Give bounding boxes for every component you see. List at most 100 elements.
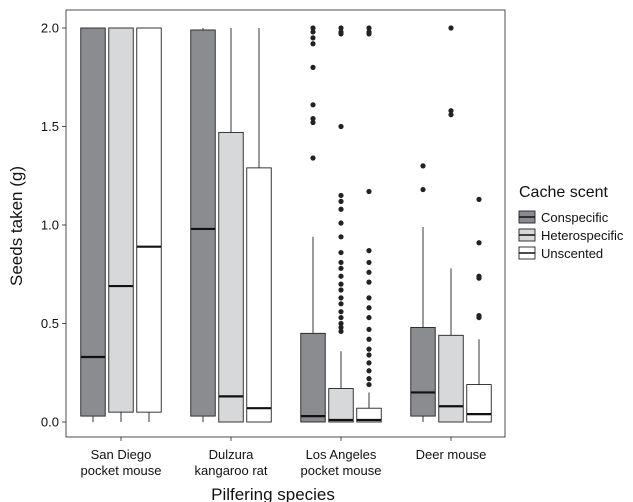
outlier-point [476,313,482,319]
outlier-point [420,186,426,193]
box-iqr [190,29,216,417]
outlier-point [448,108,454,114]
outlier-point [476,240,482,246]
outlier-point [310,155,316,161]
outlier-point [338,309,344,315]
outlier-point [338,249,344,256]
outlier-point [366,326,372,333]
x-tick-label-line: pocket mouse [81,463,162,478]
y-tick-label: 1.0 [41,218,59,233]
x-tick-label-line: kangaroo rat [195,463,268,478]
outlier-point [338,295,344,301]
box-unscented [136,27,162,422]
legend: Cache scent Conspecific Heterospecific Uns… [518,184,624,261]
outlier-point [366,368,372,374]
x-tick-label: Deer mouse [416,447,487,462]
outlier-point [448,25,454,31]
box-iqr [246,167,272,423]
outlier-point [366,346,372,352]
outlier-point [310,119,316,126]
outlier-point [420,163,426,169]
outlier-point [338,220,344,226]
outlier-point [476,196,482,202]
outlier-point [338,273,344,279]
outlier-point [366,360,372,366]
box-conspecific [190,28,216,422]
box-unscented [466,196,492,423]
box-iqr [218,131,244,423]
outlier-point [448,112,454,118]
outlier-point [366,352,372,358]
outlier-point [366,279,372,285]
y-tick-label: 2.0 [41,21,59,36]
outlier-point [476,273,482,279]
box-conspecific [410,163,436,422]
outlier-point [366,188,372,195]
y-tick-label: 0.5 [41,316,59,331]
outlier-point [338,25,344,31]
x-tick-label: Dulzura kangaroo rat [195,447,268,478]
outlier-point [338,259,344,266]
x-tick-label: San Diego pocket mouse [81,447,162,478]
outlier-point [338,287,344,293]
y-tick-label: 1.5 [41,119,59,134]
x-tick-label: Los Angeles pocket mouse [301,447,382,478]
x-tick-label-line: Dulzura [209,447,255,462]
box-iqr [136,27,162,413]
outlier-point [310,35,316,41]
y-tick-label: 0.0 [41,415,59,430]
box-conspecific [300,25,326,423]
outlier-point [366,314,372,321]
outlier-point [366,336,372,342]
box-heterospecific [328,25,354,423]
outlier-point [338,314,344,321]
box-iqr [300,332,326,423]
outlier-point [338,123,344,130]
outlier-point [338,234,344,240]
box-conspecific [80,27,106,422]
box-heterospecific [438,25,464,423]
box-iqr [438,334,464,423]
outlier-point [338,206,344,212]
outlier-point [366,259,372,266]
outlier-point [310,64,316,70]
outlier-point [366,269,372,275]
x-tick-label-line: Los Angeles [306,447,377,462]
x-tick-label-line: pocket mouse [301,463,382,478]
legend-title: Cache scent [519,184,608,201]
x-axis-title: Pilfering species [211,485,335,502]
outlier-point [338,320,344,327]
box-heterospecific [108,27,134,422]
outlier-point [310,29,316,35]
outlier-point [338,301,344,307]
box-iqr [108,27,134,413]
box-iqr [80,27,106,417]
outlier-point [338,29,344,35]
legend-label: Conspecific [541,210,609,225]
outlier-point [366,381,372,388]
legend-label: Heterospecific [541,228,624,243]
outlier-point [366,248,372,254]
outlier-point [310,41,316,47]
box-iqr [466,384,492,423]
outlier-point [366,305,372,311]
box-unscented [246,28,272,423]
x-tick-label-line: San Diego [91,447,152,462]
outlier-point [366,25,372,31]
legend-label: Unscented [541,246,603,261]
box-iqr [356,407,382,423]
y-axis-title: Seeds taken (g) [7,166,26,286]
box-heterospecific [218,28,244,423]
outlier-point [338,324,344,331]
outlier-point [338,198,344,204]
outlier-point [338,328,344,334]
outlier-point [366,376,372,382]
outlier-point [338,192,344,199]
outlier-point [310,102,316,108]
x-tick-label-line: Deer mouse [416,447,487,462]
outlier-point [338,265,344,271]
outlier-point [310,25,316,31]
outlier-point [310,116,316,122]
